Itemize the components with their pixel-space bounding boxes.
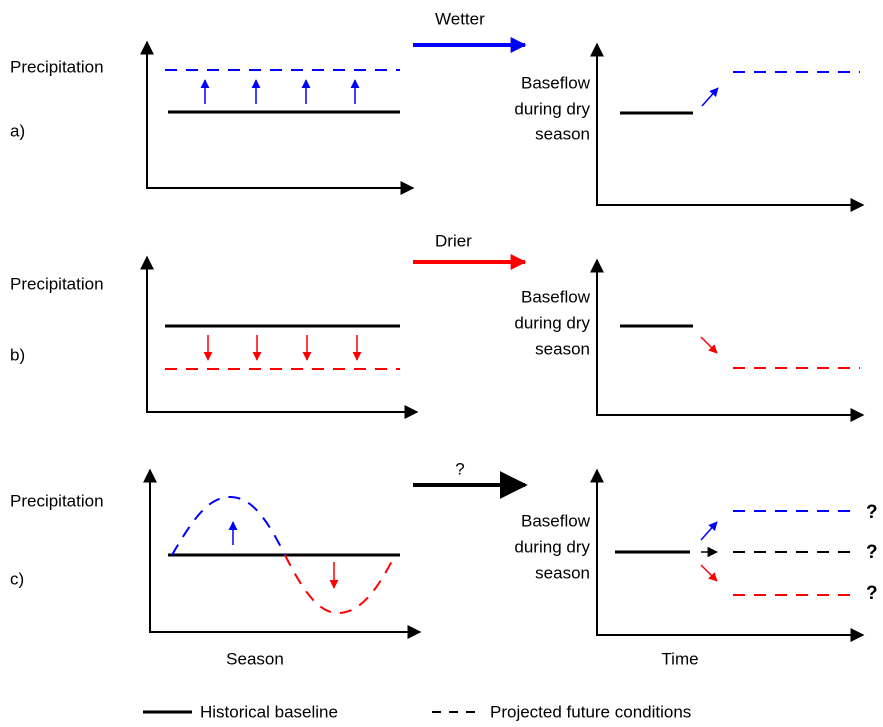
projected-dry	[284, 554, 396, 615]
axes	[140, 255, 419, 419]
down-arrows	[203, 335, 362, 361]
outcome-mark: ?	[866, 583, 878, 604]
panel-label: b)	[10, 345, 25, 364]
axis-label: Precipitation	[10, 274, 104, 293]
axis-label: season	[535, 339, 590, 358]
transition-label: Wetter	[435, 9, 485, 28]
legend-text: Projected future conditions	[490, 702, 691, 721]
shapes	[140, 37, 865, 714]
transition-label: Drier	[435, 231, 472, 250]
axis-label: season	[535, 563, 590, 582]
axes	[143, 468, 422, 639]
outcome-mark: ?	[866, 502, 878, 523]
axis-label: Precipitation	[10, 57, 104, 76]
axes	[140, 40, 415, 195]
panel-label: c)	[10, 569, 24, 588]
change-arrow	[700, 564, 718, 582]
axis-label: Precipitation	[10, 491, 104, 510]
change-arrow	[700, 336, 718, 354]
axis-label: season	[535, 124, 590, 143]
axes	[590, 42, 865, 212]
transition-label: ?	[455, 459, 464, 478]
legend-text: Historical baseline	[200, 702, 338, 721]
axis-label: Baseflow	[521, 511, 591, 530]
change-arrow	[701, 87, 719, 107]
up-arrows	[200, 79, 360, 104]
axis-label: Baseflow	[521, 287, 591, 306]
axes	[590, 468, 865, 642]
axis-label: during dry	[514, 537, 590, 556]
panel-label: a)	[10, 121, 25, 140]
outcome-mark: ?	[866, 542, 878, 563]
axis-label: during dry	[514, 99, 590, 118]
axes	[590, 258, 865, 422]
x-axis-label: Season	[226, 649, 284, 668]
axis-label: during dry	[514, 313, 590, 332]
projected-wet	[171, 495, 286, 556]
change-arrow	[700, 521, 718, 541]
axis-label: Baseflow	[521, 73, 591, 92]
x-axis-label: Time	[661, 649, 698, 668]
